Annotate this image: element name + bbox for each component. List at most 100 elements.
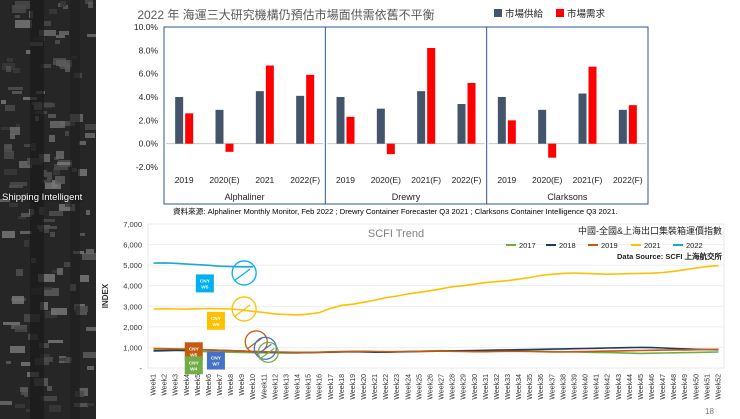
container-block (44, 21, 51, 26)
bar-supply (255, 91, 264, 144)
bar-supply (215, 109, 224, 144)
cny-marker-label: CNY (200, 278, 211, 284)
legend-label: 2022 (686, 241, 703, 250)
container-block (82, 253, 96, 260)
x-tick-label: Week14 (295, 374, 302, 400)
container-block (22, 198, 26, 201)
highlight-circle (231, 260, 257, 286)
x-tick-label: Week29 (461, 374, 468, 400)
container-block (44, 288, 59, 296)
quay-strip (30, 0, 44, 419)
x-tick-label: Week7 (217, 374, 224, 396)
container-block (42, 219, 55, 222)
x-tick-label: Week47 (660, 374, 667, 400)
x-tick-label: Week33 (505, 374, 512, 400)
container-block (57, 162, 72, 165)
panel-name: Drewry (392, 192, 421, 202)
x-tick-label: Week27 (439, 374, 446, 400)
y-tick-label: 1,000 (123, 343, 142, 352)
bar-demand (467, 83, 476, 144)
container-block (21, 213, 32, 217)
container-block (53, 168, 60, 175)
container-block (38, 274, 55, 282)
bar-supply (538, 109, 547, 144)
bar-supply (618, 109, 627, 144)
container-block (49, 211, 63, 216)
container-block (41, 226, 57, 229)
highlight-circle (231, 296, 257, 322)
container-block (26, 50, 31, 54)
bar-demand (507, 120, 516, 144)
panel-name: Alphaliner (225, 192, 265, 202)
container-block (15, 15, 20, 18)
bar-supply (578, 93, 587, 144)
container-block (10, 127, 20, 135)
container-block (50, 232, 55, 237)
x-tick-label: Week10 (250, 374, 257, 400)
x-tick-label: Week6 (206, 374, 213, 396)
container-block (41, 103, 55, 107)
bar-demand (346, 116, 355, 144)
container-block (57, 268, 63, 275)
category-label: 2022(F) (452, 175, 482, 185)
bar-demand (265, 65, 274, 144)
container-block (49, 405, 61, 412)
container-block (79, 141, 86, 145)
series-line-2022 (153, 262, 254, 268)
legend-label: 2019 (601, 241, 618, 250)
x-tick-label: Week46 (649, 374, 656, 400)
container-block (41, 396, 57, 401)
y-tick-label: 4.0% (139, 92, 159, 102)
container-block (74, 403, 88, 407)
category-label: 2019 (336, 175, 355, 185)
container-block (60, 121, 75, 126)
container-block (86, 249, 94, 254)
container-block (60, 1, 66, 7)
container-block (55, 40, 60, 44)
container-block (55, 176, 65, 184)
x-tick-label: Week2 (162, 374, 169, 396)
container-block (1, 127, 13, 130)
container-block (85, 124, 96, 130)
container-block (13, 68, 20, 73)
port-photo (0, 0, 96, 419)
highlight-arrow (234, 304, 251, 317)
source-note: 資料來源: Alphaliner Monthly Monitor, Feb 20… (173, 207, 618, 216)
y-tick-label: 3,000 (123, 302, 142, 311)
x-tick-label: Week20 (361, 374, 368, 400)
cny-marker-week: W7 (212, 362, 220, 368)
legend-swatch-supply (494, 9, 502, 17)
x-tick-label: Week43 (616, 374, 623, 400)
panel-name: Clarksons (547, 192, 588, 202)
category-label: 2020(E) (532, 175, 562, 185)
container-block (26, 409, 30, 412)
container-block (47, 172, 52, 180)
bar-supply (175, 97, 184, 144)
cny-marker-week: W4 (190, 366, 198, 372)
plot-frame (163, 26, 649, 205)
container-block (88, 2, 93, 8)
container-block (65, 65, 70, 72)
legend-label-supply: 市場供給 (505, 8, 544, 20)
x-tick-label: Week17 (328, 374, 335, 400)
container-block (4, 151, 14, 159)
container-block (22, 194, 27, 199)
container-block (12, 5, 26, 13)
x-tick-label: Week32 (494, 374, 501, 400)
container-block (24, 144, 32, 147)
x-tick-label: Week40 (583, 374, 590, 400)
x-tick-label: Week52 (715, 374, 722, 400)
y-tick-label: 5,000 (123, 261, 142, 270)
highlight-arrow (258, 347, 275, 360)
x-tick-label: Week25 (416, 374, 423, 400)
container-block (59, 358, 66, 361)
container-block (65, 201, 72, 207)
x-tick-label: Week23 (394, 374, 401, 400)
side-caption: Shipping Intelligent (2, 192, 83, 203)
port-photo-panel (0, 0, 96, 419)
x-tick-label: Week13 (283, 374, 290, 400)
x-tick-label: Week28 (450, 374, 457, 400)
x-tick-label: Week51 (704, 374, 711, 400)
container-block (83, 352, 96, 358)
container-block (41, 64, 51, 68)
